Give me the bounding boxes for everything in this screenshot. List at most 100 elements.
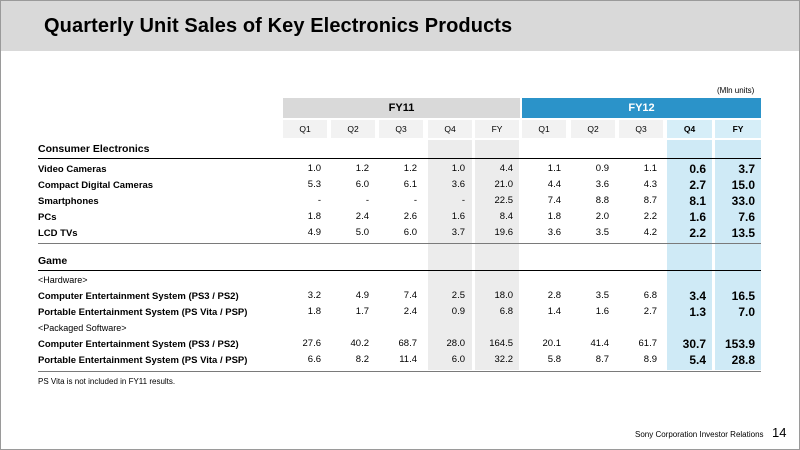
table-cell: - [413,195,417,206]
table-cell: 6.6 [307,354,321,365]
table-cell: 1.1 [547,163,561,174]
table-cell: 1.6 [451,211,465,222]
table-cell: 3.2 [307,290,321,301]
table-cell: 3.5 [595,227,609,238]
table-cell: 6.0 [355,179,369,190]
table-cell: 7.4 [403,290,417,301]
table-cell: 2.7 [643,306,657,317]
divider [38,371,761,372]
table-cell: 5.0 [355,227,369,238]
table-cell: 4.9 [355,290,369,301]
table-cell: 6.1 [403,179,417,190]
col-header: Q3 [619,120,663,138]
table-cell: 30.7 [682,337,706,351]
page-title: Quarterly Unit Sales of Key Electronics … [44,15,513,37]
col-header: Q1 [522,120,566,138]
table-cell: 5.8 [547,354,561,365]
table-cell: - [317,195,321,206]
row-label: Compact Digital Cameras [38,180,154,191]
table-cell: 5.3 [307,179,321,190]
table-cell: 8.4 [499,211,513,222]
col-header: Q3 [379,120,423,138]
table-cell: 8.7 [595,354,609,365]
subsection-software: <Packaged Software> [38,323,127,333]
table-cell: 3.4 [689,289,706,303]
table-cell: 3.6 [547,227,561,238]
table-cell: 1.8 [307,306,321,317]
table-cell: 2.7 [689,178,706,192]
table-cell: 13.5 [731,226,755,240]
table-cell: 40.2 [350,338,370,349]
row-label: Smartphones [38,196,99,207]
table-cell: 4.3 [643,179,657,190]
table-cell: 1.3 [689,305,706,319]
table-cell: 2.2 [689,226,706,240]
row-label: Video Cameras [38,164,107,175]
table-cell: 28.0 [446,338,466,349]
table-cell: 19.6 [494,227,514,238]
table-cell: 8.2 [355,354,369,365]
table-cell: 2.8 [547,290,561,301]
row-label: LCD TVs [38,228,78,239]
table-cell: 3.7 [738,162,755,176]
table-cell: 8.1 [689,194,706,208]
table-cell: 3.5 [595,290,609,301]
table-cell: 28.8 [731,353,755,367]
table-cell: - [365,195,369,206]
fy11-fy-shade [475,140,519,370]
table-cell: 11.4 [399,354,417,365]
table-cell: 1.8 [547,211,561,222]
col-header: Q2 [571,120,615,138]
table-cell: 0.9 [595,163,609,174]
table-cell: 1.4 [547,306,561,317]
row-label: PCs [38,212,57,223]
divider [38,158,761,159]
table-cell: 2.6 [403,211,417,222]
table-cell: 16.5 [731,289,755,303]
footer-company: Sony Corporation Investor Relations [635,430,764,439]
table-cell: 6.8 [499,306,513,317]
table-cell: 3.7 [451,227,465,238]
table-cell: 1.0 [307,163,321,174]
table-cell: 2.5 [451,290,465,301]
row-label: Portable Entertainment System (PS Vita /… [38,307,248,318]
table-cell: 1.6 [595,306,609,317]
table-cell: 68.7 [398,338,418,349]
section-consumer: Consumer Electronics [38,143,150,155]
table-cell: 6.0 [403,227,417,238]
fy12-q4-shade [667,140,712,370]
table-cell: 1.6 [689,210,706,224]
table-cell: 22.5 [494,195,514,206]
table-cell: 4.2 [643,227,657,238]
table-cell: 18.0 [494,290,514,301]
table-cell: 15.0 [731,178,755,192]
divider [38,270,761,271]
table-cell: 4.4 [499,163,513,174]
table-cell: 153.9 [724,337,755,351]
table-cell: 1.1 [643,163,657,174]
col-header: Q1 [283,120,327,138]
table-cell: 21.0 [494,179,514,190]
col-header: FY [475,120,519,138]
table-cell: 4.9 [307,227,321,238]
page-number: 14 [772,425,787,440]
table-cell: 6.0 [451,354,465,365]
col-header: Q2 [331,120,375,138]
table-cell: 32.2 [494,354,514,365]
table-cell: 1.2 [403,163,417,174]
title-bar: Quarterly Unit Sales of Key Electronics … [1,1,799,51]
units-label: (Mln units) [717,86,755,95]
table-cell: 3.6 [595,179,609,190]
divider [38,243,761,244]
fy11-header: FY11 [283,98,520,118]
row-label: Portable Entertainment System (PS Vita /… [38,355,248,366]
table-cell: 33.0 [731,194,755,208]
table-cell: 1.2 [355,163,369,174]
table-cell: 20.1 [542,338,562,349]
section-game: Game [38,255,68,267]
table-cell: 7.4 [547,195,561,206]
fy12-fy-shade [715,140,761,370]
table-cell: 2.4 [403,306,417,317]
table-cell: 7.0 [738,305,755,319]
